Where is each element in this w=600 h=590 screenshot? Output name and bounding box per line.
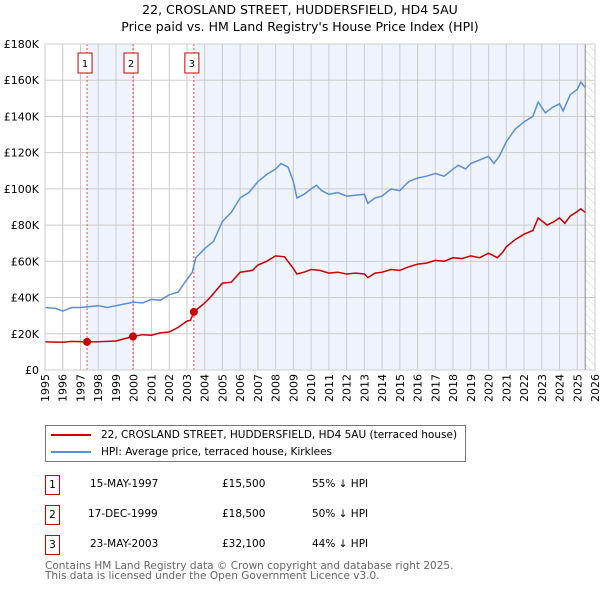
sale-point bbox=[189, 307, 198, 316]
x-tick-label: 2005 bbox=[216, 374, 229, 402]
hpi-line bbox=[44, 80, 586, 312]
x-tick-label: 2007 bbox=[252, 374, 265, 402]
x-tick-label: 2001 bbox=[145, 374, 158, 402]
price-chart: 1995 1996 1997 1998 1999 2000 2001 2002 2003 2004… bbox=[4, 38, 600, 402]
x-tick-label: 2011 bbox=[323, 374, 336, 402]
x-tick-label: 2013 bbox=[358, 374, 371, 402]
x-tick-label: 2017 bbox=[429, 374, 442, 402]
x-tick-label: 2018 bbox=[447, 374, 460, 402]
footer-copyright: Contains HM Land Registry data © Crown c… bbox=[45, 560, 454, 572]
y-tick-label: £40K bbox=[11, 292, 40, 305]
x-tick-label: 1998 bbox=[92, 374, 105, 402]
sale-point bbox=[83, 337, 92, 346]
y-tick-label: £80K bbox=[11, 219, 40, 232]
x-tick-label: 2012 bbox=[341, 374, 354, 402]
x-tick-label: 1996 bbox=[57, 374, 70, 402]
y-tick-label: £100K bbox=[4, 183, 40, 196]
legend-label-hpi: HPI: Average price, terraced house, Kirk… bbox=[101, 446, 333, 458]
sale-price: £32,100 bbox=[222, 538, 266, 550]
x-tick-label: 2004 bbox=[199, 374, 212, 402]
sale-row: 3 23-MAY-2003 £32,100 44% ↓ HPI bbox=[45, 535, 465, 555]
x-tick-label: 2021 bbox=[500, 374, 513, 402]
legend: 22, CROSLAND STREET, HUDDERSFIELD, HD4 5… bbox=[45, 425, 466, 462]
y-tick-label: £140K bbox=[4, 110, 40, 123]
y-tick-label: £180K bbox=[4, 38, 40, 51]
x-tick-label: 2015 bbox=[394, 374, 407, 402]
sale-number: 3 bbox=[45, 535, 60, 555]
y-tick-label: £160K bbox=[4, 74, 40, 87]
x-tick-label: 1997 bbox=[74, 374, 87, 402]
x-tick-label: 2006 bbox=[234, 374, 247, 402]
sale-row: 1 15-MAY-1997 £15,500 55% ↓ HPI bbox=[45, 475, 465, 495]
sale-delta: 55% ↓ HPI bbox=[312, 478, 369, 490]
y-tick-label: £120K bbox=[4, 147, 40, 160]
y-tick-label: £20K bbox=[11, 328, 40, 341]
x-tick-label: 2003 bbox=[181, 374, 194, 402]
x-tick-label: 2020 bbox=[483, 374, 496, 402]
hpi-line-swatch bbox=[51, 451, 91, 453]
sale-number: 1 bbox=[45, 475, 60, 495]
sale-marker-label: 3 bbox=[189, 59, 195, 70]
x-tick-label: 2022 bbox=[518, 374, 531, 402]
chart-subtitle: Price paid vs. HM Land Registry's House … bbox=[121, 19, 479, 34]
sale-date: 23-MAY-2003 bbox=[90, 538, 159, 550]
sale-date: 15-MAY-1997 bbox=[90, 478, 159, 490]
sale-delta: 44% ↓ HPI bbox=[312, 538, 369, 550]
chart-title: 22, CROSLAND STREET, HUDDERSFIELD, HD4 5… bbox=[142, 2, 458, 17]
sale-row: 2 17-DEC-1999 £18,500 50% ↓ HPI bbox=[45, 505, 465, 525]
sale-point bbox=[129, 332, 137, 341]
footer-licence: This data is licensed under the Open Gov… bbox=[45, 570, 380, 582]
x-tick-label: 2016 bbox=[412, 374, 425, 402]
x-tick-label: 2002 bbox=[163, 374, 176, 402]
shaded-ownership-period bbox=[193, 44, 586, 370]
future-hatch-region bbox=[585, 44, 595, 370]
sale-price: £18,500 bbox=[222, 508, 266, 520]
x-tick-label: 2008 bbox=[270, 374, 283, 402]
x-tick-label: 2025 bbox=[571, 374, 584, 402]
sale-marker-box bbox=[123, 52, 139, 74]
x-tick-label: 2009 bbox=[287, 374, 300, 402]
x-tick-label: 2023 bbox=[536, 374, 549, 402]
x-tick-label: 2010 bbox=[305, 374, 318, 402]
legend-label-property: 22, CROSLAND STREET, HUDDERSFIELD, HD4 5… bbox=[101, 429, 458, 441]
sale-marker-label: 1 bbox=[82, 59, 88, 70]
x-tick-label: 1999 bbox=[110, 374, 123, 402]
sale-price: £15,500 bbox=[222, 478, 266, 490]
sale-marker-box bbox=[77, 52, 93, 74]
sale-number: 2 bbox=[45, 505, 60, 525]
sale-delta: 50% ↓ HPI bbox=[312, 508, 369, 520]
y-tick-label: £60K bbox=[11, 255, 40, 268]
property-line-swatch bbox=[51, 434, 91, 436]
x-tick-label: 2024 bbox=[554, 374, 567, 402]
plot-border bbox=[44, 43, 596, 371]
legend-item-hpi: HPI: Average price, terraced house, Kirk… bbox=[51, 444, 332, 460]
x-tick-label: 1995 bbox=[39, 374, 52, 402]
property-price-line bbox=[44, 207, 586, 344]
x-tick-label: 2014 bbox=[376, 374, 389, 402]
legend-item-property: 22, CROSLAND STREET, HUDDERSFIELD, HD4 5… bbox=[51, 427, 457, 443]
x-tick-label: 2000 bbox=[128, 374, 141, 402]
sale-date: 17-DEC-1999 bbox=[88, 508, 158, 520]
x-tick-label: 2019 bbox=[465, 374, 478, 402]
shaded-ownership-period bbox=[87, 44, 133, 370]
sale-marker-label: 2 bbox=[128, 59, 134, 70]
sale-marker-box bbox=[184, 52, 200, 74]
x-tick-label: 2026 bbox=[589, 374, 600, 402]
y-tick-label: £0 bbox=[25, 364, 39, 377]
